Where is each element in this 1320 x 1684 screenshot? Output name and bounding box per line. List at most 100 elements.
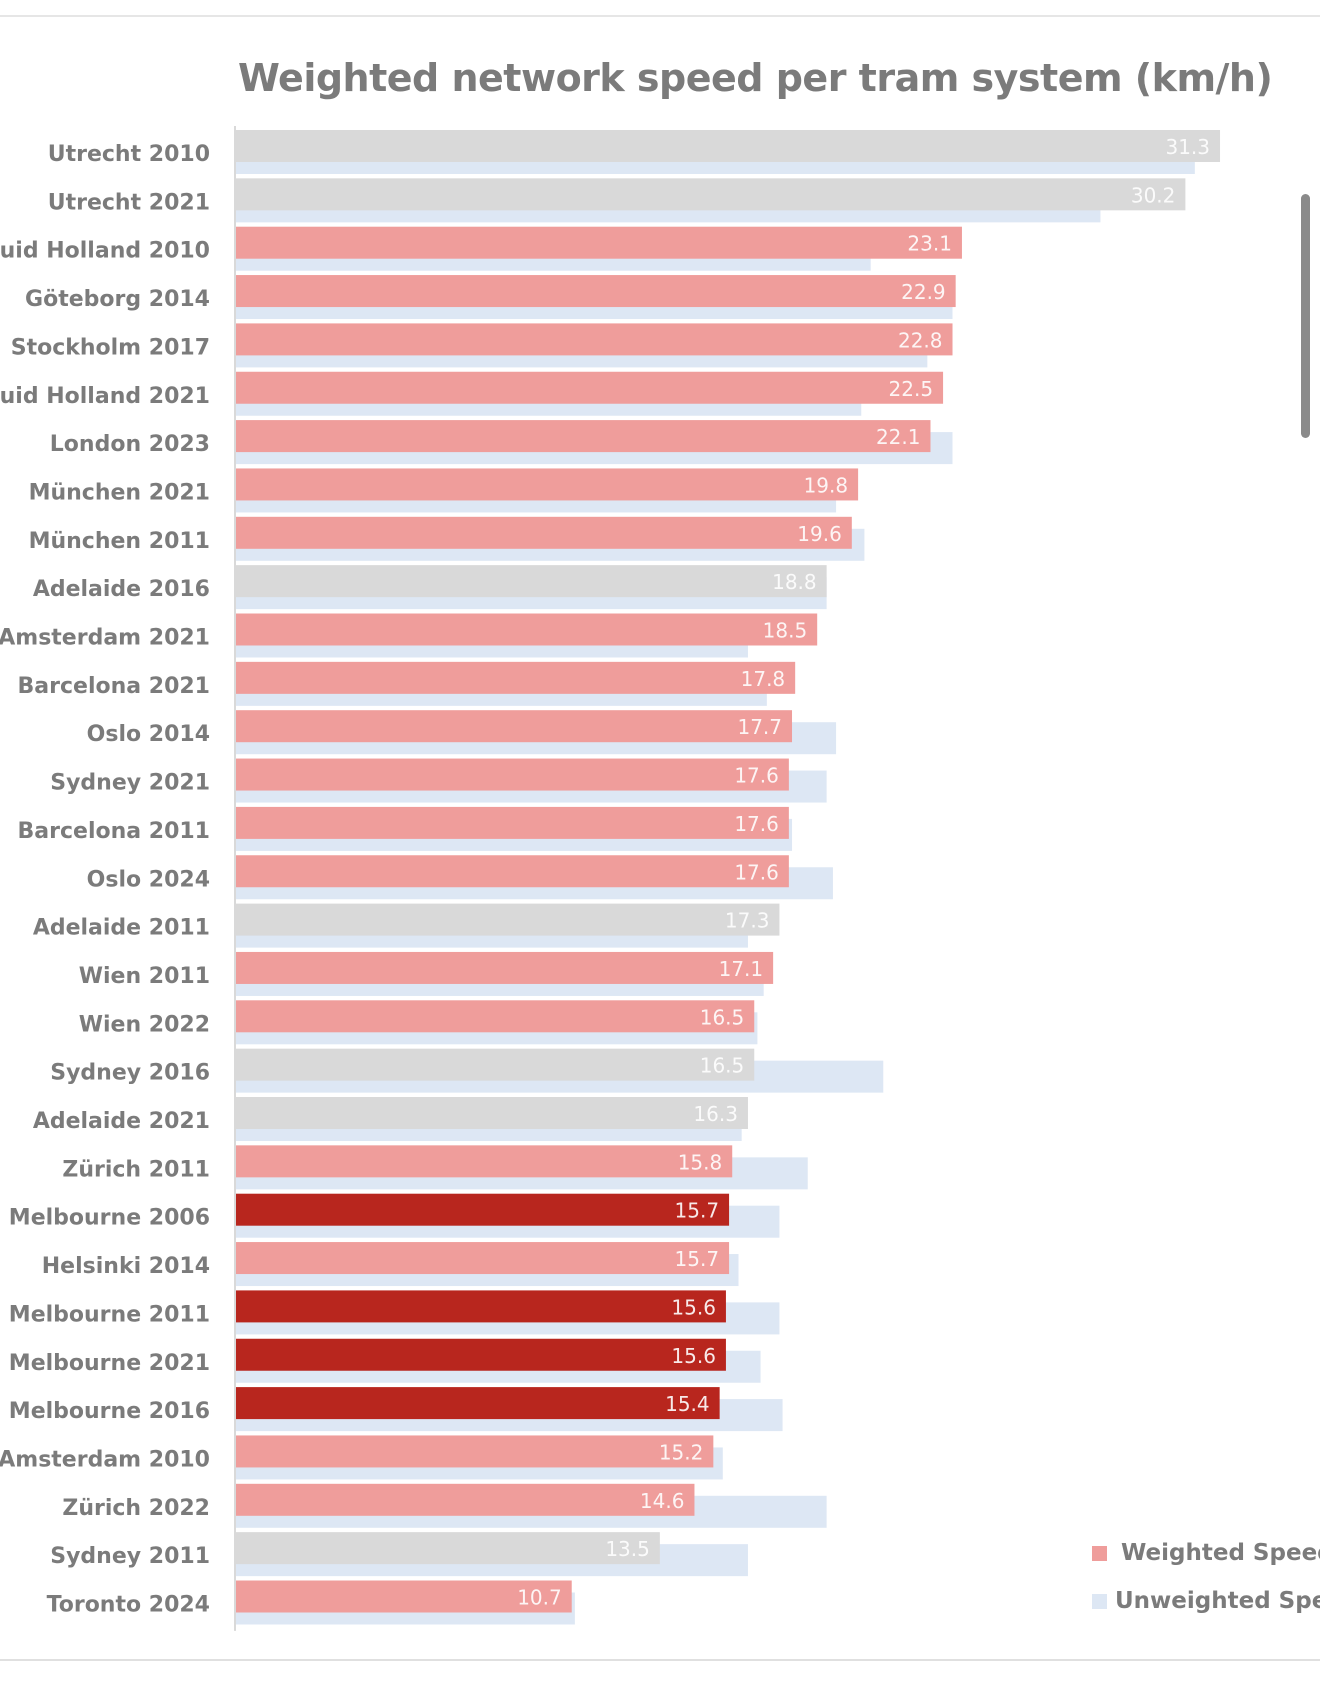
data-label: 19.6 xyxy=(797,522,842,546)
data-label: 31.3 xyxy=(1165,135,1210,159)
data-label: 17.8 xyxy=(741,667,786,691)
category-label: München 2021 xyxy=(29,480,210,505)
data-label: 22.9 xyxy=(901,280,946,304)
data-label: 22.1 xyxy=(876,425,921,449)
legend-swatch-unweighted xyxy=(1092,1593,1107,1609)
data-label: 17.3 xyxy=(725,909,770,933)
legend-item-unweighted: Unweighted Speed xyxy=(1092,1588,1320,1614)
bar-weighted xyxy=(235,371,944,404)
bar-weighted xyxy=(235,420,931,453)
category-label: London 2023 xyxy=(50,432,210,457)
data-label: 15.6 xyxy=(671,1295,716,1319)
data-label: 17.6 xyxy=(734,860,779,884)
data-label: 17.6 xyxy=(734,812,779,836)
bar-weighted xyxy=(235,275,956,308)
bar-weighted xyxy=(235,1290,726,1323)
category-label: Zürich 2022 xyxy=(62,1496,210,1521)
bar-weighted xyxy=(235,710,793,743)
category-label: Toronto 2024 xyxy=(47,1593,210,1618)
category-label: Zürich 2011 xyxy=(62,1157,210,1182)
bar-weighted xyxy=(235,1145,733,1178)
category-label: Barcelona 2021 xyxy=(18,674,210,699)
data-label: 10.7 xyxy=(517,1586,562,1610)
bar-weighted xyxy=(235,130,1221,162)
data-label: 16.5 xyxy=(700,1005,745,1029)
category-label: Barcelona 2011 xyxy=(18,819,210,844)
data-label: 14.6 xyxy=(640,1489,685,1513)
category-label: Utrecht 2010 xyxy=(48,142,210,167)
legend-item-weighted: Weighted Speed xyxy=(1092,1540,1320,1566)
bar-weighted xyxy=(235,468,859,501)
bar-weighted xyxy=(235,323,953,356)
data-label: 15.2 xyxy=(659,1440,704,1464)
data-label: 22.5 xyxy=(889,377,934,401)
category-label: Melbourne 2021 xyxy=(9,1351,210,1376)
data-label: 13.5 xyxy=(605,1537,650,1561)
category-label: München 2011 xyxy=(29,529,210,554)
data-label: 15.6 xyxy=(671,1344,716,1368)
category-label: Melbourne 2011 xyxy=(9,1302,210,1327)
data-label: 17.1 xyxy=(719,957,764,981)
category-label: Utrecht 2021 xyxy=(48,190,210,215)
bar-weighted xyxy=(235,1435,714,1468)
data-label: 16.5 xyxy=(700,1054,745,1078)
bar-weighted xyxy=(235,758,789,791)
category-label: Zuid Holland 2010 xyxy=(0,239,210,264)
top-divider xyxy=(0,15,1320,17)
legend-swatch-weighted xyxy=(1092,1545,1107,1561)
category-label: Adelaide 2011 xyxy=(33,916,210,941)
legend-label-unweighted: Unweighted Speed xyxy=(1115,1588,1320,1614)
bar-weighted xyxy=(235,1000,755,1033)
category-label: Göteborg 2014 xyxy=(25,287,210,312)
bar-weighted xyxy=(235,1097,748,1129)
category-label: Zuid Holland 2021 xyxy=(0,384,210,409)
bar-weighted xyxy=(235,806,789,839)
bar-weighted xyxy=(235,661,796,694)
data-label: 18.5 xyxy=(763,619,808,643)
data-label: 15.8 xyxy=(678,1150,723,1174)
category-label: Sydney 2021 xyxy=(50,771,210,796)
data-label: 19.8 xyxy=(804,473,849,497)
scrollbar[interactable] xyxy=(1301,194,1310,438)
category-label: Wien 2022 xyxy=(79,1012,210,1037)
data-label: 17.6 xyxy=(734,764,779,788)
category-label: Helsinki 2014 xyxy=(42,1254,210,1279)
category-label: Stockholm 2017 xyxy=(11,335,210,360)
bottom-divider xyxy=(0,1659,1320,1661)
bar-weighted xyxy=(235,855,789,888)
data-label: 18.8 xyxy=(772,570,817,594)
data-label: 22.8 xyxy=(898,328,943,352)
category-label: Amsterdam 2010 xyxy=(0,1447,210,1472)
category-label: Sydney 2011 xyxy=(50,1544,210,1569)
bar-weighted xyxy=(235,1483,695,1516)
data-label: 16.3 xyxy=(693,1102,738,1126)
bar-weighted xyxy=(235,1193,730,1226)
data-label: 15.7 xyxy=(675,1199,720,1223)
category-label: Wien 2011 xyxy=(79,964,210,989)
bar-weighted xyxy=(235,1048,755,1081)
bar-weighted xyxy=(235,1387,720,1420)
legend-label-weighted: Weighted Speed xyxy=(1121,1540,1320,1566)
data-label: 15.4 xyxy=(665,1392,710,1416)
bar-weighted xyxy=(235,1338,726,1371)
bar-weighted xyxy=(235,226,962,259)
bar-weighted xyxy=(235,178,1186,211)
data-label: 23.1 xyxy=(907,232,952,256)
bar-weighted xyxy=(235,951,774,984)
category-label: Oslo 2024 xyxy=(87,867,210,892)
bar-weighted xyxy=(235,1580,572,1613)
bar-weighted xyxy=(235,1242,730,1275)
category-label: Melbourne 2006 xyxy=(9,1206,210,1231)
data-label: 15.7 xyxy=(675,1247,720,1271)
chart-title: Weighted network speed per tram system (… xyxy=(238,56,1273,100)
category-label: Oslo 2014 xyxy=(87,722,210,747)
bar-weighted xyxy=(235,1532,660,1565)
bar-weighted xyxy=(235,516,852,549)
bar-weighted xyxy=(235,565,827,598)
category-label: Adelaide 2021 xyxy=(33,1109,210,1134)
category-label: Amsterdam 2021 xyxy=(0,626,210,651)
category-label: Adelaide 2016 xyxy=(33,577,210,602)
category-label: Sydney 2016 xyxy=(50,1061,210,1086)
category-label: Melbourne 2016 xyxy=(9,1399,210,1424)
